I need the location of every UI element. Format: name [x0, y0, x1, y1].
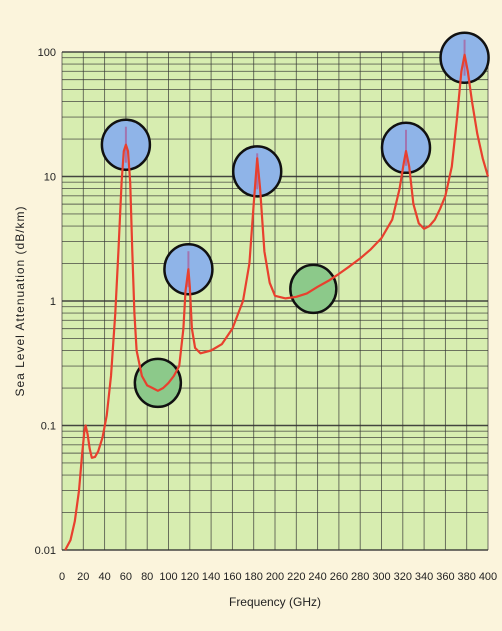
x-tick-label: 400 — [479, 571, 497, 583]
x-tick-label: 180 — [245, 571, 263, 583]
y-tick-label: 0.1 — [41, 421, 56, 433]
x-tick-label: 300 — [372, 571, 390, 583]
x-tick-label: 240 — [308, 571, 326, 583]
x-tick-label: 220 — [287, 571, 305, 583]
transmission-window-marker — [133, 357, 183, 409]
x-tick-label: 100 — [159, 571, 177, 583]
y-tick-label: 0.01 — [35, 545, 56, 557]
x-tick-label: 20 — [77, 571, 89, 583]
y-tick-labels: 0.01 0.1 1 10 100 — [35, 47, 56, 557]
y-tick-label: 10 — [44, 172, 56, 184]
x-tick-label: 160 — [223, 571, 241, 583]
x-tick-label: 360 — [436, 571, 454, 583]
x-tick-label: 0 — [59, 571, 65, 583]
series-layer — [64, 53, 490, 551]
x-tick-label: 380 — [458, 571, 476, 583]
x-tick-label: 80 — [141, 571, 153, 583]
x-tick-label: 60 — [120, 571, 132, 583]
x-tick-labels: 0 20 40 60 80 100 120 140 160 180 200 220 240 260 280 3… — [59, 571, 497, 583]
x-tick-label: 140 — [202, 571, 220, 583]
y-tick-label: 100 — [38, 47, 56, 59]
series-line — [64, 53, 490, 551]
x-tick-label: 200 — [266, 571, 284, 583]
x-axis-title: Frequency (GHz) — [229, 595, 321, 609]
grid-lines — [61, 51, 489, 551]
x-tick-label: 340 — [415, 571, 433, 583]
x-tick-label: 40 — [98, 571, 110, 583]
x-tick-label: 120 — [181, 571, 199, 583]
x-tick-label: 260 — [330, 571, 348, 583]
x-tick-label: 280 — [351, 571, 369, 583]
y-axis-title: Sea Level Attenuation (dB/km) — [13, 205, 27, 396]
y-tick-label: 1 — [50, 296, 56, 308]
x-tick-label: 320 — [394, 571, 412, 583]
